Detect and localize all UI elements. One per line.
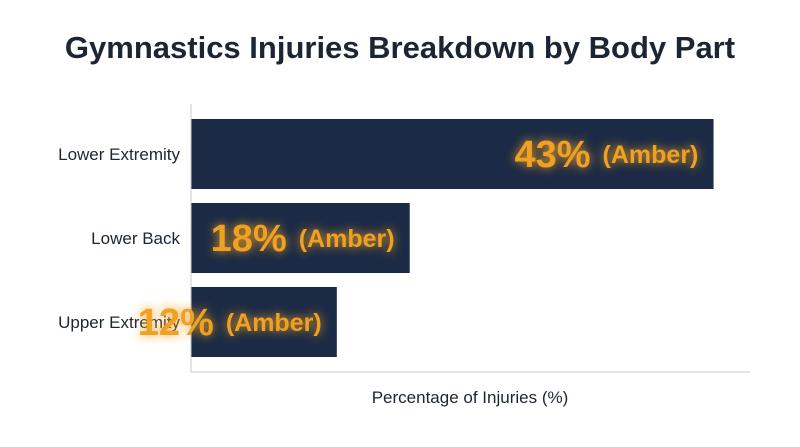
category-label-2: Upper Extremity (58, 313, 180, 332)
value-label-1: 18% (211, 218, 287, 260)
labels-layer: Lower Extremity 43% (Amber) Lower Back 18% (A… (58, 134, 698, 344)
value-label-0: 43% (514, 134, 590, 176)
annotation-label-0: (Amber) (603, 141, 699, 169)
value-label-2: 12% (138, 302, 214, 344)
category-label-0: Lower Extremity (58, 145, 180, 164)
bar-1 (191, 203, 410, 273)
x-axis-title: Percentage of Injuries (%) (372, 388, 569, 407)
bar-2 (191, 287, 337, 357)
category-label-1: Lower Back (91, 229, 180, 248)
bar-0 (191, 119, 714, 189)
annotation-label-2: (Amber) (226, 309, 322, 337)
bars-layer (191, 119, 714, 357)
chart-title: Gymnastics Injuries Breakdown by Body Pa… (64, 30, 736, 65)
annotation-label-1: (Amber) (299, 225, 395, 253)
